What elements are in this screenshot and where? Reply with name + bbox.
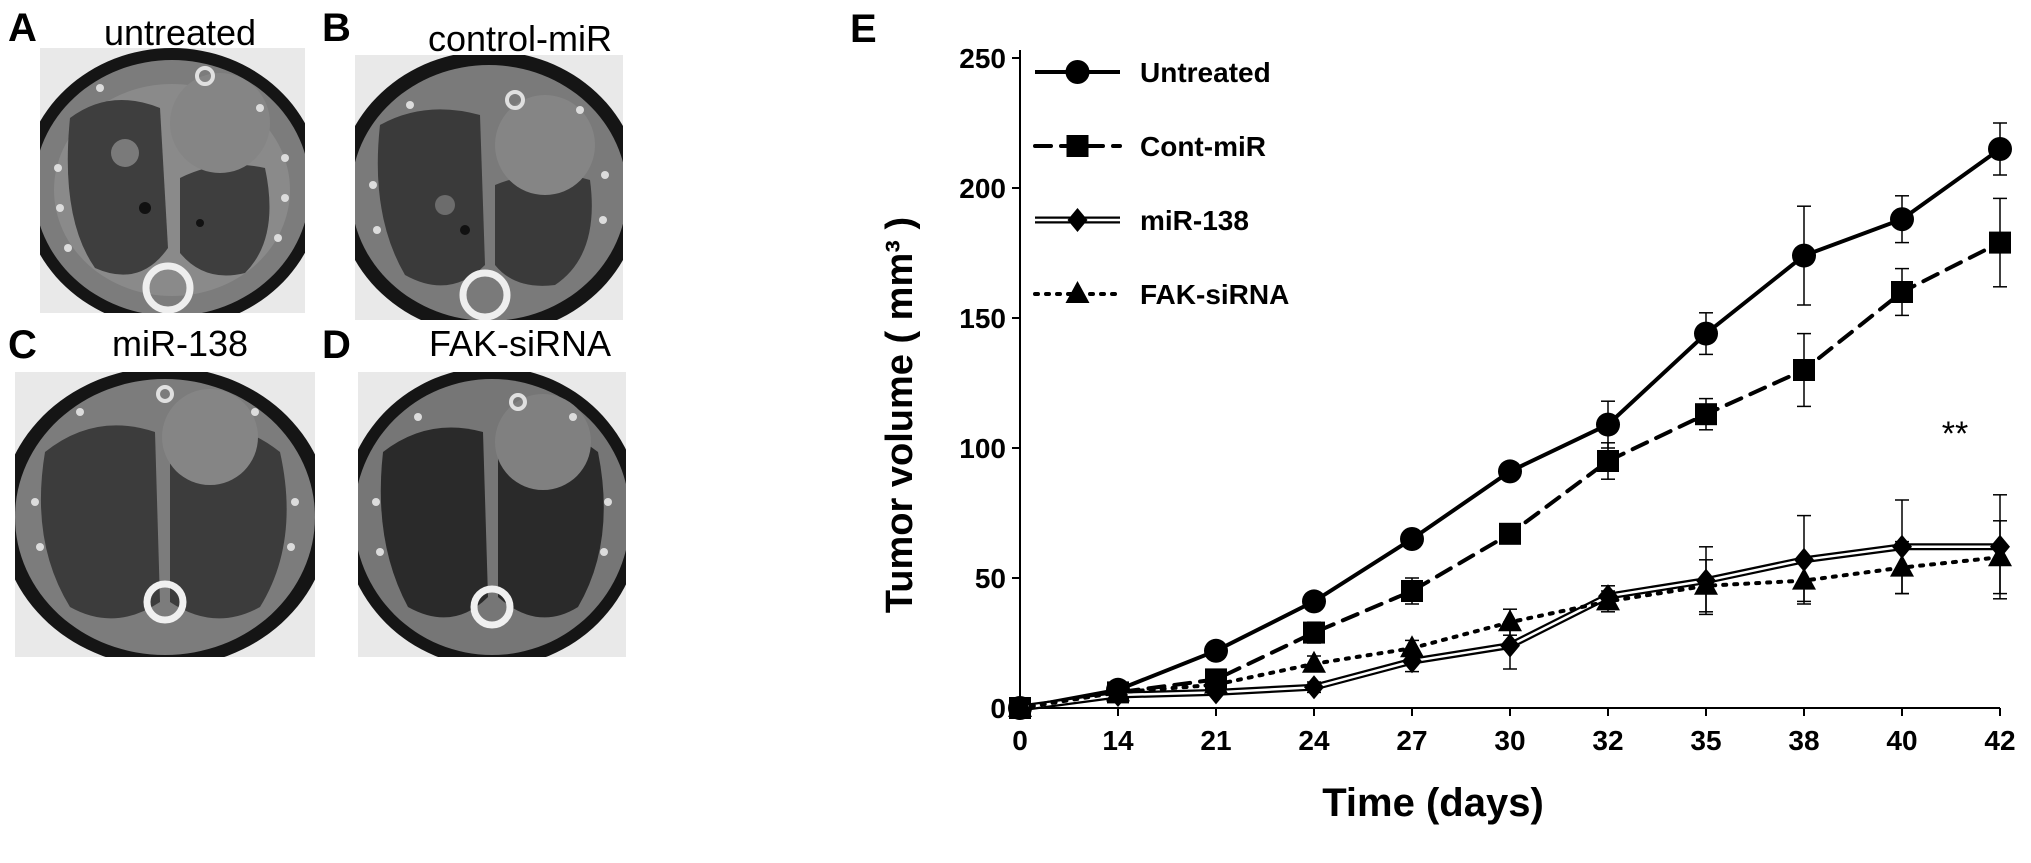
legend-marker xyxy=(1066,135,1089,157)
panel-letter-e: E xyxy=(850,7,877,51)
data-point xyxy=(1988,544,2012,567)
data-point xyxy=(1988,137,2012,161)
x-tick-label: 27 xyxy=(1396,725,1427,756)
ct-scan-fak-sirna xyxy=(358,372,626,657)
data-point xyxy=(1499,522,1521,545)
legend-marker xyxy=(1067,208,1088,232)
data-point xyxy=(1008,695,1032,717)
x-axis-label: Time (days) xyxy=(1322,781,1544,825)
data-point xyxy=(1890,554,1914,577)
panel-letter-d: D xyxy=(322,323,351,367)
data-point xyxy=(1694,572,1718,595)
legend-label: miR-138 xyxy=(1140,205,1249,236)
y-tick-label: 250 xyxy=(959,43,1006,74)
y-tick-label: 150 xyxy=(959,303,1006,334)
x-tick-label: 32 xyxy=(1592,725,1623,756)
ct-scan-control-mir xyxy=(355,55,623,320)
x-tick-label: 21 xyxy=(1200,725,1231,756)
y-tick-label: 0 xyxy=(990,693,1006,724)
legend-entry-mir-138: miR-138 xyxy=(1035,205,1249,236)
data-point xyxy=(1400,527,1424,551)
legend-marker xyxy=(1065,281,1090,303)
y-tick-label: 100 xyxy=(959,433,1006,464)
data-point xyxy=(1498,609,1522,632)
data-point xyxy=(1597,450,1619,472)
panel-caption-untreated: untreated xyxy=(103,12,257,53)
significance-marker: ** xyxy=(1942,415,1968,453)
data-point xyxy=(1302,650,1326,673)
data-point xyxy=(1792,243,1816,268)
panel-caption-fak-sirna: FAK-siRNA xyxy=(428,323,612,364)
panel-letter-c: C xyxy=(8,323,37,367)
x-tick-label: 40 xyxy=(1886,725,1917,756)
data-point xyxy=(1890,207,1914,232)
x-tick-label: 35 xyxy=(1690,725,1721,756)
data-point xyxy=(1204,638,1228,663)
panel-caption-control-mir: control-miR xyxy=(427,18,613,59)
x-tick-label: 14 xyxy=(1102,725,1134,756)
x-tick-label: 38 xyxy=(1788,725,1819,756)
legend-label: Cont-miR xyxy=(1140,131,1266,162)
ct-scan-untreated xyxy=(40,48,305,313)
data-point xyxy=(1596,412,1620,437)
legend-entry-fak-sirna: FAK-siRNA xyxy=(1033,279,1289,310)
series-fak-sirna xyxy=(1008,520,2012,717)
x-tick-label: 24 xyxy=(1298,725,1330,756)
data-point xyxy=(1401,580,1423,602)
data-point xyxy=(1400,635,1424,658)
x-tick-label: 0 xyxy=(1012,725,1028,756)
data-point xyxy=(1302,589,1326,614)
data-point xyxy=(1106,679,1130,702)
data-point xyxy=(1303,621,1325,644)
data-point xyxy=(1989,231,2011,254)
legend-label: Untreated xyxy=(1140,57,1271,88)
legend-entry-cont-mir: Cont-miR xyxy=(1033,131,1266,162)
data-point xyxy=(1694,321,1718,346)
ct-scan-mir-138 xyxy=(15,372,315,657)
panel-letter-a: A xyxy=(8,6,37,50)
legend-entry-untreated: Untreated xyxy=(1035,57,1271,88)
panel-letter-b: B xyxy=(322,6,351,50)
data-point xyxy=(1204,671,1228,694)
y-tick-label: 200 xyxy=(959,173,1006,204)
data-point xyxy=(1793,359,1815,381)
legend-marker xyxy=(1065,60,1090,84)
x-tick-label: 30 xyxy=(1494,725,1525,756)
data-point xyxy=(1596,588,1620,611)
data-point xyxy=(1792,567,1816,590)
legend-label: FAK-siRNA xyxy=(1140,279,1289,310)
x-tick-label: 42 xyxy=(1984,725,2015,756)
data-point xyxy=(1695,403,1717,426)
data-point xyxy=(1500,633,1520,658)
panel-caption-mir-138: miR-138 xyxy=(111,323,249,364)
y-tick-label: 50 xyxy=(975,563,1006,594)
data-point xyxy=(1498,459,1522,484)
data-point xyxy=(1304,675,1324,700)
data-point xyxy=(1891,281,1913,303)
y-axis-label: Tumor volume ( mm³ ) xyxy=(879,217,921,613)
